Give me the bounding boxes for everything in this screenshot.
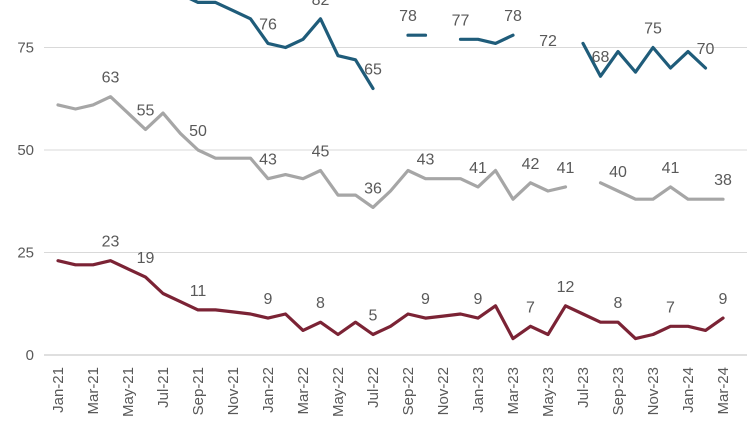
data-label: 55 bbox=[137, 103, 155, 120]
data-label: 9 bbox=[719, 291, 728, 308]
data-label: 41 bbox=[469, 160, 487, 177]
data-label: 7 bbox=[666, 299, 675, 316]
data-label: 8 bbox=[614, 295, 623, 312]
series-line-1 bbox=[189, 0, 708, 91]
x-tick-label: May-21 bbox=[120, 367, 137, 417]
data-label: 78 bbox=[504, 8, 522, 25]
data-label: 36 bbox=[364, 180, 382, 197]
series-lines bbox=[56, 0, 725, 341]
data-label: 19 bbox=[137, 250, 155, 267]
y-tick-label: 25 bbox=[17, 245, 34, 262]
data-label: 9 bbox=[474, 291, 483, 308]
gridlines bbox=[44, 47, 747, 253]
x-tick-label: Nov-21 bbox=[225, 367, 242, 415]
data-label: 65 bbox=[364, 62, 382, 79]
data-label: 75 bbox=[644, 21, 662, 38]
data-label: 76 bbox=[259, 16, 277, 33]
data-label: 82 bbox=[312, 0, 330, 9]
x-tick-label: Jan-21 bbox=[50, 367, 67, 413]
data-label: 70 bbox=[697, 41, 715, 58]
data-label: 9 bbox=[421, 291, 430, 308]
y-tick-label: 0 bbox=[26, 347, 34, 364]
data-label: 77 bbox=[452, 12, 470, 29]
x-tick-label: Mar-24 bbox=[715, 367, 732, 415]
data-label: 42 bbox=[522, 156, 540, 173]
x-tick-label: Mar-23 bbox=[505, 367, 522, 415]
x-tick-label: Sep-22 bbox=[400, 367, 417, 415]
x-tick-label: Jul-23 bbox=[575, 367, 592, 408]
data-label: 50 bbox=[189, 123, 207, 140]
series-line-3 bbox=[56, 259, 725, 341]
x-tick-label: May-23 bbox=[540, 367, 557, 417]
data-label: 63 bbox=[102, 70, 120, 87]
y-tick-label: 50 bbox=[17, 142, 34, 159]
data-label: 45 bbox=[312, 144, 330, 161]
data-label: 12 bbox=[557, 279, 575, 296]
data-label: 5 bbox=[369, 308, 378, 325]
data-label: 41 bbox=[662, 160, 680, 177]
x-tick-label: Nov-23 bbox=[645, 367, 662, 415]
data-label: 68 bbox=[592, 49, 610, 66]
x-tick-label: Sep-21 bbox=[190, 367, 207, 415]
x-tick-label: Jan-23 bbox=[470, 367, 487, 413]
x-tick-label: Mar-21 bbox=[85, 367, 102, 415]
x-tick-label: May-22 bbox=[330, 367, 347, 417]
x-tick-label: Jul-22 bbox=[365, 367, 382, 408]
x-tick-label: Nov-22 bbox=[435, 367, 452, 415]
data-label: 23 bbox=[102, 234, 120, 251]
x-tick-label: Jan-24 bbox=[680, 367, 697, 413]
data-label: 72 bbox=[539, 33, 557, 50]
data-label: 43 bbox=[417, 152, 435, 169]
x-tick-label: Jan-22 bbox=[260, 367, 277, 413]
data-label: 11 bbox=[190, 283, 207, 300]
x-tick-label: Jul-21 bbox=[155, 367, 172, 408]
x-tick-label: Sep-23 bbox=[610, 367, 627, 415]
y-tick-label: 75 bbox=[17, 40, 34, 57]
data-label: 43 bbox=[259, 152, 277, 169]
data-label: 78 bbox=[399, 8, 417, 25]
data-label: 40 bbox=[609, 164, 627, 181]
data-label: 9 bbox=[264, 291, 273, 308]
data-label: 41 bbox=[557, 160, 575, 177]
x-tick-label: Mar-22 bbox=[295, 367, 312, 415]
data-label: 8 bbox=[316, 295, 325, 312]
series-line-2 bbox=[56, 95, 725, 209]
data-label: 7 bbox=[526, 299, 535, 316]
data-label: 38 bbox=[714, 172, 732, 189]
